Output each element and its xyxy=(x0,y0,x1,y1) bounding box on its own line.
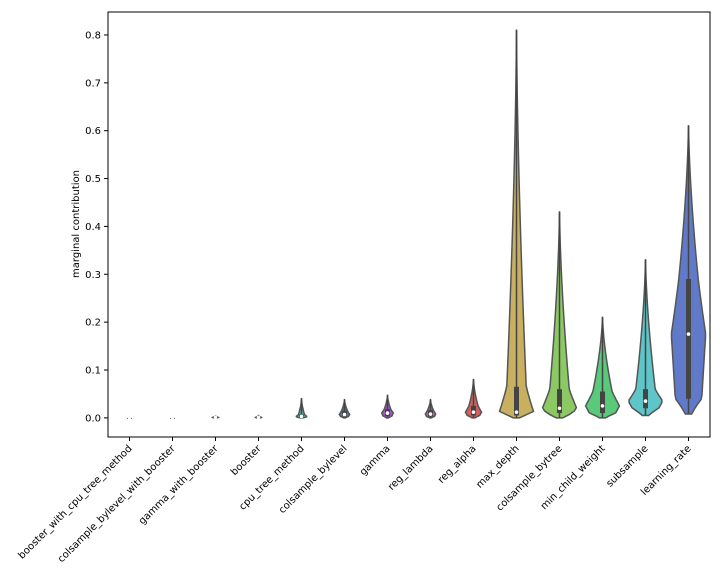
x-tick-label: booster xyxy=(229,443,264,478)
y-tick-label: 0.8 xyxy=(85,30,101,41)
y-tick-label: 0.1 xyxy=(85,365,101,376)
median-dot xyxy=(170,416,175,420)
median-dot xyxy=(471,410,476,414)
y-tick-label: 0.2 xyxy=(85,318,101,329)
plot-frame xyxy=(107,11,711,438)
median-dot xyxy=(127,416,132,420)
median-dot xyxy=(299,414,304,419)
median-dot xyxy=(514,410,519,414)
median-dot xyxy=(686,332,691,336)
median-dot xyxy=(385,411,390,415)
y-tick-label: 0.5 xyxy=(85,174,101,185)
y-tick-label: 0.6 xyxy=(85,126,101,137)
median-dot xyxy=(643,399,648,403)
x-tick-label: gamma_with_booster xyxy=(137,443,221,527)
x-tick-label: reg_lambda xyxy=(386,443,435,492)
iqr-box xyxy=(686,279,691,399)
median-dot xyxy=(600,404,605,408)
x-tick-label: gamma xyxy=(358,443,393,478)
iqr-box xyxy=(557,389,562,414)
x-tick-label: max_depth xyxy=(474,443,521,490)
y-tick-label: 0.7 xyxy=(85,78,101,89)
y-tick-label: 0.4 xyxy=(85,222,101,233)
y-axis-label: marginal contribution xyxy=(71,170,82,278)
median-dot xyxy=(342,412,347,417)
x-tick-label: reg_alpha xyxy=(436,443,479,486)
median-dot xyxy=(557,406,562,411)
y-tick-label: 0.0 xyxy=(85,413,101,424)
iqr-box xyxy=(600,391,605,414)
median-dot xyxy=(428,412,433,416)
x-tick-label: subsample xyxy=(604,443,650,489)
median-dot xyxy=(213,415,218,420)
iqr-box xyxy=(514,386,519,416)
median-dot xyxy=(256,415,261,420)
y-tick-label: 0.3 xyxy=(85,270,101,281)
iqr-box xyxy=(643,389,648,409)
